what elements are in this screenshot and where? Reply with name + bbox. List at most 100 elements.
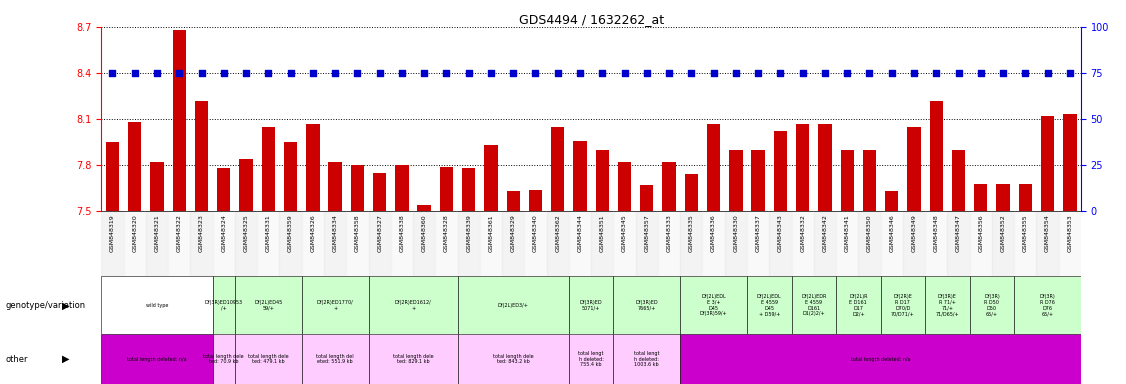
Title: GDS4494 / 1632262_at: GDS4494 / 1632262_at — [519, 13, 663, 26]
Bar — [569, 334, 614, 384]
Bar — [235, 334, 302, 384]
Bar — [974, 184, 988, 211]
Bar — [930, 101, 942, 211]
Bar — [614, 276, 680, 334]
Text: GSM848360: GSM848360 — [421, 215, 427, 252]
Point — [883, 70, 901, 76]
Text: Df(2L)ED3/+: Df(2L)ED3/+ — [498, 303, 529, 308]
Text: GSM848332: GSM848332 — [801, 215, 805, 252]
Bar — [926, 276, 969, 334]
Text: Df(2L)ED45
59/+: Df(2L)ED45 59/+ — [254, 300, 283, 311]
Point — [972, 70, 990, 76]
Point — [705, 70, 723, 76]
Bar — [1040, 116, 1054, 211]
Text: total length deleted: n/a: total length deleted: n/a — [127, 356, 187, 362]
Point — [527, 70, 545, 76]
Point — [459, 70, 477, 76]
Text: Df(3R)E
R 71/+
71/+
71/D65/+: Df(3R)E R 71/+ 71/+ 71/D65/+ — [936, 294, 959, 316]
Bar — [418, 205, 431, 211]
Bar — [1063, 114, 1076, 211]
Text: Df(2R)ED1770/
+: Df(2R)ED1770/ + — [316, 300, 354, 311]
Bar — [680, 211, 703, 276]
Point — [104, 70, 122, 76]
Bar — [146, 211, 168, 276]
Point — [415, 70, 434, 76]
Bar — [730, 150, 742, 211]
Bar — [796, 124, 810, 211]
Bar — [484, 145, 498, 211]
Text: GSM848336: GSM848336 — [712, 215, 716, 252]
Bar — [213, 211, 235, 276]
Bar — [881, 211, 903, 276]
Point — [816, 70, 834, 76]
Point — [794, 70, 812, 76]
Bar — [391, 211, 413, 276]
Point — [749, 70, 767, 76]
Point — [1017, 70, 1035, 76]
Text: GSM848319: GSM848319 — [110, 215, 115, 252]
Bar — [596, 150, 609, 211]
Text: GSM848320: GSM848320 — [132, 215, 137, 252]
Point — [393, 70, 411, 76]
Bar — [662, 162, 676, 211]
Text: Df(2L)R
E D161
D17
D2/+: Df(2L)R E D161 D17 D2/+ — [849, 294, 867, 316]
Text: ▶: ▶ — [62, 300, 70, 310]
Bar — [703, 211, 725, 276]
Bar — [680, 334, 1081, 384]
Bar — [213, 276, 235, 334]
Text: GSM848321: GSM848321 — [154, 215, 160, 252]
Bar — [502, 211, 525, 276]
Bar — [101, 276, 213, 334]
Bar — [462, 168, 475, 211]
Text: GSM848322: GSM848322 — [177, 215, 181, 252]
Bar — [835, 276, 881, 334]
Bar — [969, 276, 1015, 334]
Point — [304, 70, 322, 76]
Text: GSM848340: GSM848340 — [533, 215, 538, 252]
Bar — [529, 190, 543, 211]
Point — [170, 70, 188, 76]
Text: Df(2L)EDR
E 4559
D161
D1(2)2/+: Df(2L)EDR E 4559 D161 D1(2)2/+ — [801, 294, 826, 316]
Bar — [569, 276, 614, 334]
Text: GSM848338: GSM848338 — [400, 215, 404, 252]
Text: GSM848346: GSM848346 — [890, 215, 894, 252]
Text: GSM848328: GSM848328 — [444, 215, 449, 252]
Bar — [725, 211, 747, 276]
Bar — [195, 101, 208, 211]
Bar — [172, 30, 186, 211]
Text: Df(3R)
R D76
D76
65/+: Df(3R) R D76 D76 65/+ — [1039, 294, 1055, 316]
Point — [126, 70, 144, 76]
Bar — [217, 168, 231, 211]
Text: GSM848341: GSM848341 — [844, 215, 850, 252]
Text: total lengt
h deleted:
755.4 kb: total lengt h deleted: 755.4 kb — [579, 351, 604, 367]
Bar — [302, 211, 324, 276]
Bar — [908, 127, 921, 211]
Bar — [618, 162, 632, 211]
Text: GSM848349: GSM848349 — [911, 215, 917, 252]
Point — [259, 70, 277, 76]
Point — [571, 70, 589, 76]
Bar — [347, 211, 368, 276]
Bar — [546, 211, 569, 276]
Point — [482, 70, 500, 76]
Bar — [569, 211, 591, 276]
Text: Df(3R)
R D50
D50
65/+: Df(3R) R D50 D50 65/+ — [984, 294, 1000, 316]
Text: GSM848337: GSM848337 — [756, 215, 761, 252]
Point — [994, 70, 1012, 76]
Point — [548, 70, 566, 76]
Text: total length deleted: n/a: total length deleted: n/a — [851, 356, 911, 362]
Point — [637, 70, 655, 76]
Text: GSM848323: GSM848323 — [199, 215, 204, 252]
Text: GSM848339: GSM848339 — [466, 215, 471, 252]
Bar — [1019, 184, 1033, 211]
Point — [348, 70, 366, 76]
Point — [682, 70, 700, 76]
Bar — [457, 334, 569, 384]
Bar — [213, 334, 235, 384]
Point — [1038, 70, 1056, 76]
Bar — [636, 211, 658, 276]
Bar — [792, 211, 814, 276]
Text: GSM848329: GSM848329 — [511, 215, 516, 252]
Bar — [507, 191, 520, 211]
Point — [193, 70, 211, 76]
